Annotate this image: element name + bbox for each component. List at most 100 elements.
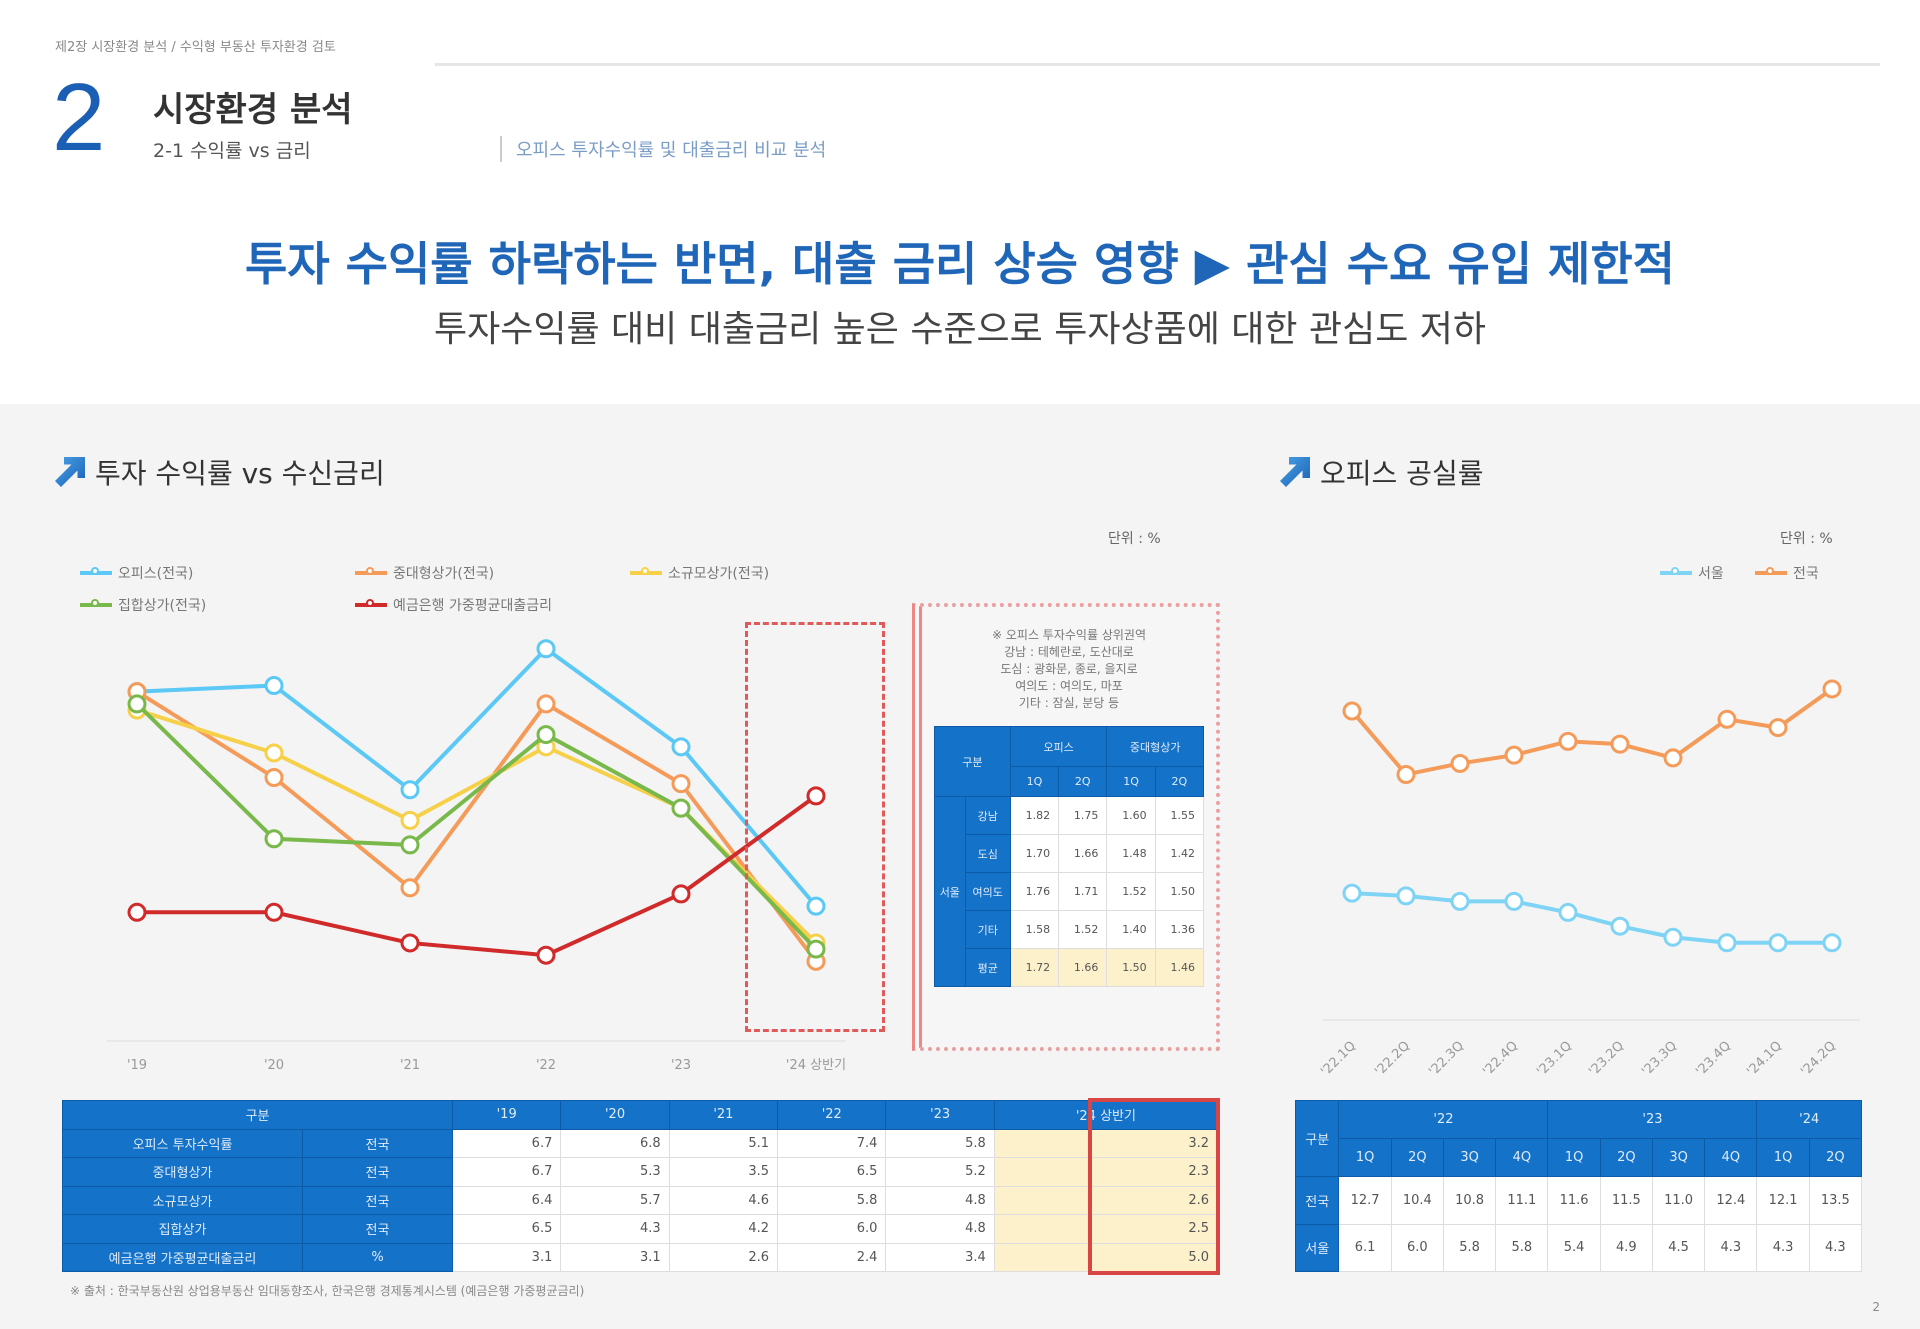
x-tick-label: '23.3Q — [1639, 1038, 1680, 1079]
table-cell: 4.8 — [885, 1185, 995, 1215]
table-head: '19 — [451, 1100, 562, 1130]
inset-row-label: 평균 — [964, 948, 1011, 987]
year-head: '22 — [1338, 1100, 1549, 1139]
data-point — [806, 939, 826, 959]
data-point — [671, 798, 691, 818]
table-cell: 3.1 — [451, 1242, 562, 1272]
table-cell: 4.5 — [1651, 1223, 1706, 1272]
row-unit: % — [302, 1242, 453, 1272]
data-point — [806, 896, 826, 916]
data-point — [264, 829, 284, 849]
table-cell: 2.6 — [668, 1242, 779, 1272]
x-tick-label: '23.4Q — [1693, 1038, 1734, 1079]
table-cell: 6.0 — [1390, 1223, 1444, 1272]
x-tick-label: '23 — [671, 1058, 691, 1073]
inset-subhead: 1Q — [1009, 766, 1060, 797]
inset-head: 오피스 — [1009, 726, 1108, 767]
data-point — [1663, 748, 1683, 768]
row-label: 예금은행 가중평균대출금리 — [62, 1242, 303, 1272]
x-tick-label: '19 — [127, 1058, 147, 1073]
legend-item: 전국 — [1755, 557, 1850, 589]
data-point — [400, 810, 420, 830]
data-point — [1717, 933, 1737, 953]
headline: 투자 수익률 하락하는 반면, 대출 금리 상승 영향 ▶ 관심 수요 유입 제… — [245, 237, 1675, 291]
data-point — [1822, 679, 1842, 699]
table-cell: 11.6 — [1547, 1176, 1601, 1225]
table-cell: 2.6 — [993, 1185, 1219, 1215]
legend-swatch — [80, 567, 112, 575]
inset-note-line: 기타 : 잠실, 분당 등 — [1018, 696, 1120, 710]
table-cell: 11.5 — [1599, 1176, 1653, 1225]
source-note: ※ 출처 : 한국부동산원 상업용부동산 임대동향조사, 한국은행 경제통계시스… — [70, 1284, 585, 1298]
year-head: '24 — [1756, 1100, 1862, 1139]
data-point — [1768, 933, 1788, 953]
inset-head: 중대형상가 — [1106, 726, 1204, 767]
data-point — [1450, 891, 1470, 911]
data-point — [127, 902, 147, 922]
inset-head: 구분 — [934, 726, 1011, 797]
subsection-note: 오피스 투자수익률 및 대출금리 비교 분석 — [500, 136, 826, 162]
data-point — [1610, 916, 1630, 936]
series-line — [137, 794, 818, 958]
legend-label: 집합상가(전국) — [118, 598, 207, 614]
inset-cell: 1.58 — [1009, 910, 1060, 949]
x-tick-label: '24.1Q — [1744, 1038, 1785, 1079]
x-tick-label: '23.1Q — [1534, 1038, 1575, 1079]
table-cell: 11.0 — [1651, 1176, 1706, 1225]
data-point — [264, 902, 284, 922]
row-unit: 전국 — [302, 1157, 453, 1187]
inset-cell: 1.48 — [1106, 834, 1156, 873]
quarter-head: 2Q — [1808, 1138, 1863, 1177]
table-cell: 3.1 — [560, 1242, 670, 1272]
table-cell: 4.3 — [1808, 1223, 1863, 1272]
data-point — [1396, 886, 1416, 906]
inset-row-label: 도심 — [964, 834, 1011, 873]
legend-swatch — [630, 567, 662, 575]
legend-swatch — [80, 599, 112, 607]
legend-label: 중대형상가(전국) — [393, 566, 495, 582]
table-cell: 6.7 — [451, 1157, 562, 1187]
data-point — [1342, 883, 1362, 903]
table-cell: 13.5 — [1808, 1176, 1863, 1225]
left-unit: 단위 : % — [1108, 531, 1161, 547]
quarter-head: 3Q — [1651, 1138, 1706, 1177]
page-number: 2 — [1872, 1300, 1880, 1314]
right-legend: 서울 전국 — [1660, 557, 1860, 589]
table-cell: 12.4 — [1704, 1176, 1758, 1225]
data-point — [400, 933, 420, 953]
legend-label: 전국 — [1793, 566, 1819, 582]
inset-cell: 1.55 — [1154, 796, 1205, 835]
legend-item: 소규모상가(전국) — [630, 557, 905, 589]
x-tick-label: '22.2Q — [1372, 1038, 1413, 1079]
table-cell: 3.5 — [668, 1157, 779, 1187]
quarter-head: 4Q — [1495, 1138, 1549, 1177]
series-line — [135, 702, 818, 951]
legend-item: 예금은행 가중평균대출금리 — [355, 589, 630, 621]
table-cell: 10.4 — [1390, 1176, 1444, 1225]
row-unit: 전국 — [302, 1128, 453, 1158]
inset-note-line: 여의도 : 여의도, 마포 — [1015, 679, 1123, 693]
table-cell: 5.2 — [885, 1157, 995, 1187]
inset-cell: 1.46 — [1154, 948, 1205, 987]
table-cell: 6.8 — [560, 1128, 670, 1158]
inset-cell: 1.40 — [1106, 910, 1156, 949]
x-tick-label: '20 — [264, 1058, 284, 1073]
data-point — [536, 694, 556, 714]
inset-note-line: ※ 오피스 투자수익률 상위권역 — [992, 628, 1146, 642]
data-point — [264, 676, 284, 696]
series-line — [135, 689, 818, 963]
inset-row-label: 여의도 — [964, 872, 1011, 911]
inset-cell: 1.50 — [1106, 948, 1156, 987]
left-title-text: 투자 수익률 vs 수신금리 — [95, 457, 385, 490]
inset-cell: 1.71 — [1058, 872, 1108, 911]
inset-group: 서울 — [934, 796, 966, 987]
section-title: 시장환경 분석 — [153, 90, 353, 130]
series-line — [1351, 891, 1832, 945]
legend-item: 서울 — [1660, 557, 1755, 589]
inset-cell: 1.75 — [1058, 796, 1108, 835]
inset-cell: 1.66 — [1058, 948, 1108, 987]
data-point — [400, 878, 420, 898]
table-cell: 12.7 — [1338, 1176, 1392, 1225]
table-cell: 3.4 — [885, 1242, 995, 1272]
quarter-head: 1Q — [1547, 1138, 1601, 1177]
